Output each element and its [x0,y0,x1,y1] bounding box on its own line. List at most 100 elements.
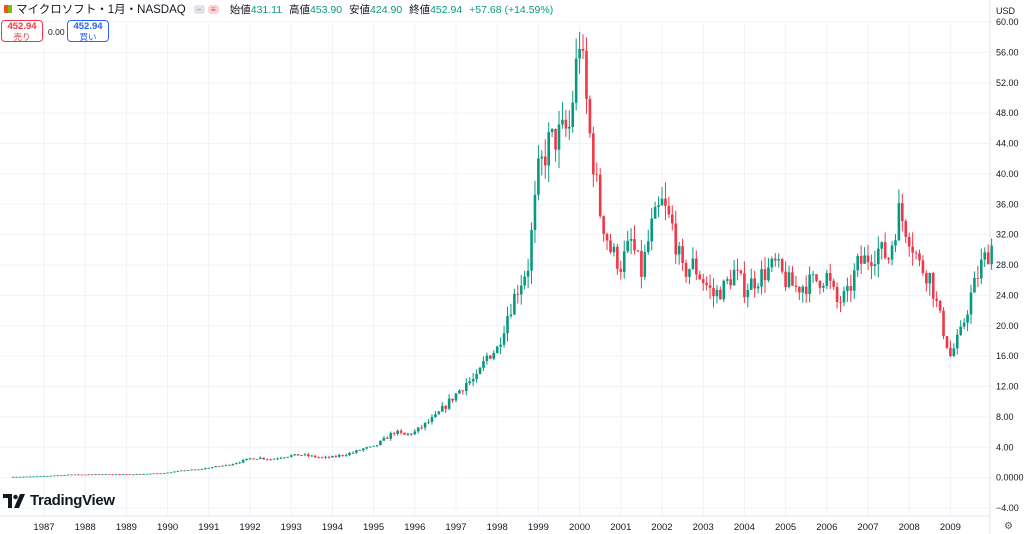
candle [183,470,187,472]
candle [667,196,671,218]
candle-body [131,474,135,476]
buy-button[interactable]: 452.94 買い [67,20,109,42]
candle [434,410,437,418]
candle-body [121,474,125,476]
candle [636,249,640,253]
candle-body [701,279,705,283]
candle [80,474,84,476]
candle [904,219,908,244]
candle-body [362,448,365,451]
candle [63,474,66,476]
candle-body [681,246,684,263]
candle-body [145,473,149,475]
candle [286,456,290,458]
candle-body [344,455,348,456]
candle [114,474,118,476]
candle [197,469,200,471]
candle [770,256,774,272]
candle-body [396,430,399,434]
candle [846,277,849,302]
candle-body [980,259,983,279]
candle-body [255,458,259,460]
candle [918,249,921,267]
candle [880,241,884,260]
candle [337,453,341,458]
candle [907,232,911,257]
candle [815,274,818,283]
candle-body [166,472,169,474]
candle [83,474,87,476]
candle [705,276,708,291]
candle-body [602,216,605,234]
candle [362,448,365,452]
candle-body [355,450,358,453]
x-tick-label: 1994 [322,522,343,533]
candle [571,90,575,133]
tradingview-logo[interactable]: TradingView [3,492,115,509]
candle [430,414,434,425]
candle-body [56,475,60,477]
candle-body [482,360,485,368]
candle-body [317,457,320,459]
candle-body [506,316,509,334]
x-tick-label: 1990 [157,522,178,533]
candle [811,270,815,283]
candle-body [22,476,25,478]
candle-body [633,239,636,251]
candle-body [207,468,211,469]
candle [152,473,156,475]
candle [368,446,372,448]
candle [121,474,125,476]
candle-body [509,314,513,317]
currency-label[interactable]: USD [996,6,1016,16]
candle-body [842,291,846,303]
candle [722,279,726,303]
candle-body [986,252,990,265]
candle [482,356,485,371]
candle-body [746,289,750,298]
candle [241,458,245,464]
candle [564,109,568,137]
candle [760,260,763,295]
candle-body [193,469,197,471]
candle-body [921,260,925,274]
candle [358,449,362,452]
candle [300,454,303,456]
sell-button[interactable]: 452.94 売り [1,20,43,42]
candle-body [210,467,214,469]
x-tick-label: 2007 [857,522,878,533]
candle [437,410,441,415]
menu-icon[interactable]: ≡ [207,4,219,14]
x-tick-label: 1999 [528,522,549,533]
candle [695,250,698,280]
sell-price: 452.94 [7,21,37,32]
candle [245,458,248,461]
candle [410,432,413,437]
legend-toggles[interactable]: − ≡ [193,4,222,14]
candle [822,283,825,293]
candle [489,355,492,360]
candle [279,456,283,460]
candle-body [104,474,108,475]
minus-icon[interactable]: − [193,4,205,14]
candle [186,470,190,471]
candle [18,476,22,478]
candle [142,473,145,475]
candle [509,303,513,319]
symbol-title[interactable]: マイクロソフト・1月・NASDAQ [16,4,186,16]
candle [852,263,856,299]
logo-text: TradingView [30,492,115,509]
candle-body [822,285,825,288]
candle-body [574,58,578,103]
candle [77,474,80,476]
candle-body [42,476,46,477]
candle [162,472,166,474]
x-tick-label: 1998 [487,522,508,533]
candle [914,250,918,260]
candle [873,250,877,276]
candle [794,275,798,293]
candle-body [200,469,204,470]
candle-body [832,280,835,287]
settings-icon[interactable]: ⚙ [1004,521,1013,532]
